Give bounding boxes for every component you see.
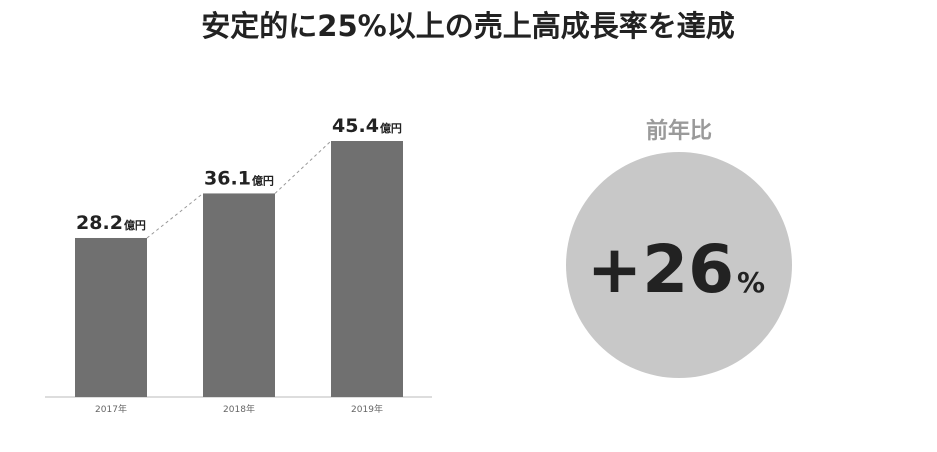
value-number: 45.4: [332, 115, 379, 137]
x-tick-label: 2018年: [223, 403, 255, 415]
x-tick-label: 2017年: [95, 403, 127, 415]
connector: [274, 140, 332, 194]
x-tick-label: 2019年: [351, 403, 383, 415]
chart-title: 安定的に25%以上の売上高成長率を達成: [201, 9, 734, 43]
connector: [146, 193, 204, 239]
bar: [203, 193, 275, 397]
comparison-text: +26: [587, 231, 734, 308]
value-label: 36.1億円: [204, 167, 274, 189]
bar: [331, 141, 403, 397]
value-unit: 億円: [252, 173, 274, 187]
value-number: 36.1: [204, 167, 251, 189]
value-unit: 億円: [124, 218, 146, 232]
comparison-title: 前年比: [646, 118, 712, 144]
value-unit: 億円: [380, 121, 402, 135]
comparison-circle: [566, 152, 792, 378]
value-label: 28.2億円: [76, 212, 146, 234]
comparison-value: +26%: [587, 231, 765, 308]
value-number: 28.2: [76, 212, 123, 234]
bar: [75, 237, 147, 397]
comparison-unit: %: [737, 266, 765, 299]
value-label: 45.4億円: [332, 115, 402, 137]
